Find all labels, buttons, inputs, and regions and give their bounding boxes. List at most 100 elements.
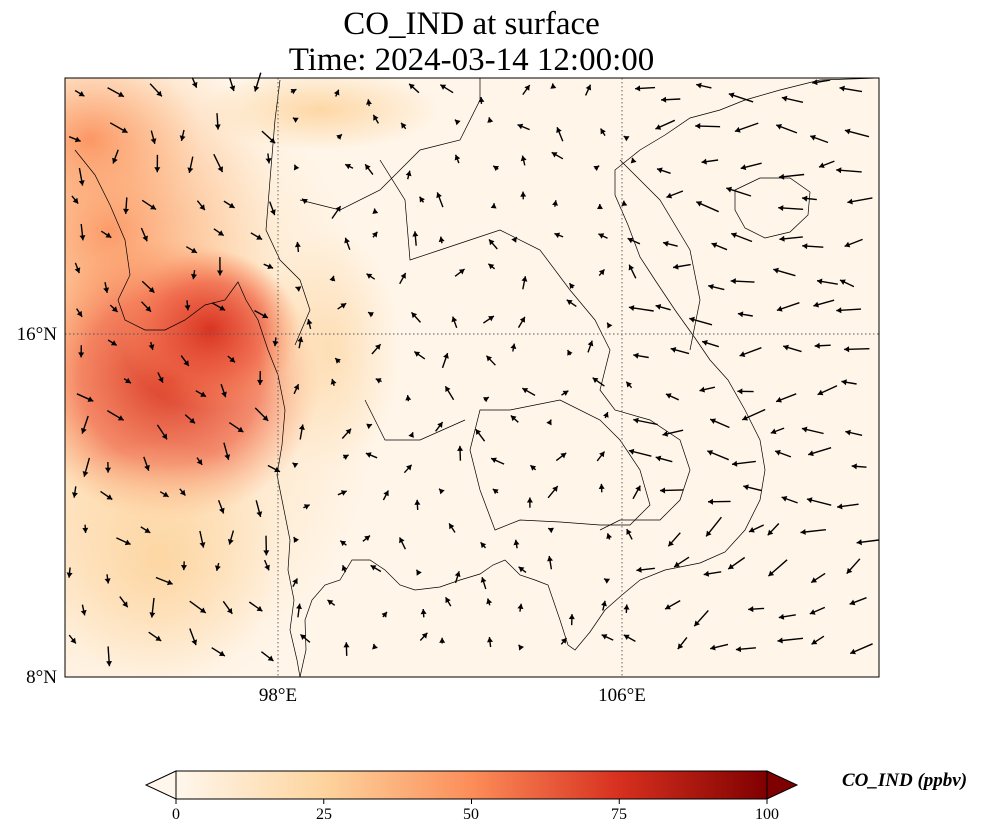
wind-arrow-head — [150, 204, 156, 210]
wind-arrow-head — [802, 195, 808, 202]
wind-arrow-head — [196, 459, 203, 465]
wind-arrow-head — [274, 466, 280, 473]
wind-arrow-head — [372, 208, 379, 214]
wind-arrow-head — [381, 611, 387, 618]
wind-arrow-head — [844, 241, 851, 248]
wind-arrow-head — [562, 390, 569, 396]
x-tick-label-98e: 98°E — [258, 685, 298, 706]
wind-arrow-head — [156, 90, 162, 97]
y-tick-label-8n: 8°N — [26, 667, 57, 688]
wind-arrow-head — [340, 303, 347, 309]
wind-arrow-head — [110, 340, 117, 346]
wind-arrow-head — [552, 486, 558, 492]
wind-arrow-head — [342, 454, 349, 460]
wind-arrow-head — [486, 598, 493, 605]
wind-arrow-head — [518, 644, 524, 651]
wind-arrow-head — [372, 231, 378, 238]
wind-arrow-head — [295, 286, 302, 292]
wind-arrow-head — [781, 496, 788, 502]
wind-arrow-head — [118, 91, 124, 97]
wind-arrow-head — [778, 613, 785, 620]
wind-arrow-head — [111, 306, 118, 312]
wind-arrow-head — [488, 263, 495, 270]
wind-arrow-head — [483, 397, 489, 403]
wind-arrow-head — [486, 355, 492, 362]
wind-arrow-head — [219, 305, 226, 311]
wind-arrow-head — [809, 609, 816, 615]
wind-arrow-head — [810, 134, 816, 141]
wind-arrow-head — [510, 343, 517, 350]
wind-arrow-head — [781, 95, 788, 102]
wind-arrow-head — [710, 644, 716, 651]
wind-arrow-head — [607, 322, 613, 329]
wind-arrow-head — [635, 485, 641, 492]
wind-arrow-head — [845, 429, 851, 436]
wind-arrow-head — [775, 449, 781, 456]
wind-arrow-head — [414, 351, 421, 357]
colorbar-extend-min — [144, 770, 177, 800]
wind-arrow-head — [167, 579, 173, 586]
wind-arrow-head — [739, 351, 746, 357]
wind-arrow-head — [668, 540, 674, 547]
wind-arrow-head — [812, 79, 818, 86]
wind-arrow-head — [489, 239, 495, 246]
wind-arrow-head — [217, 230, 224, 236]
wind-arrow-head — [191, 273, 197, 280]
wind-arrow-head — [292, 578, 298, 585]
wind-arrow-head — [660, 487, 666, 494]
wind-arrow-head — [228, 202, 235, 208]
wind-arrow-head — [343, 642, 350, 648]
wind-arrow-head — [732, 460, 738, 467]
wind-arrow-head — [604, 578, 610, 584]
wind-arrow-head — [701, 158, 707, 165]
wind-arrow-head — [439, 488, 445, 495]
wind-arrow-head — [520, 155, 527, 162]
wind-arrow-head — [183, 360, 189, 366]
wind-arrow-head — [191, 247, 197, 253]
wind-arrow-head — [144, 527, 151, 533]
wind-arrow-head — [808, 450, 814, 457]
wind-arrow-head — [78, 91, 85, 97]
wind-arrow-head — [817, 389, 824, 396]
wind-arrow-head — [814, 342, 820, 349]
wind-arrow-head — [777, 637, 783, 644]
wind-arrow-head — [522, 388, 529, 394]
wind-arrow-head — [199, 607, 206, 613]
wind-arrow-head — [445, 597, 451, 604]
wind-arrow-head — [837, 503, 843, 510]
wind-arrow-head — [623, 136, 630, 142]
wind-arrow-head — [106, 661, 112, 667]
wind-arrow-head — [401, 122, 407, 129]
wind-arrow-head — [454, 154, 461, 161]
wind-arrow-head — [623, 604, 630, 610]
wind-arrow-head — [840, 279, 846, 285]
wind-arrow-head — [366, 99, 372, 105]
wind-arrow-head — [297, 336, 304, 343]
wind-arrow-head — [269, 137, 276, 144]
wind-arrow-head — [548, 527, 554, 534]
wind-arrow-head — [237, 426, 244, 433]
wind-arrow-head — [694, 620, 700, 627]
wind-arrow-head — [636, 566, 642, 573]
wind-arrow-head — [844, 346, 850, 353]
colorbar-gradient — [176, 771, 767, 799]
wind-arrow-head — [145, 306, 151, 312]
wind-arrow-head — [184, 305, 191, 311]
wind-arrow-head — [148, 344, 155, 350]
wind-arrow-head — [561, 638, 567, 644]
wind-arrow-head — [513, 539, 520, 546]
wind-arrow-head — [66, 572, 73, 578]
wind-arrow-head — [256, 605, 263, 612]
colorbar — [144, 770, 799, 804]
wind-arrow-head — [293, 164, 300, 171]
wind-arrow-head — [265, 158, 272, 164]
wind-arrow-head — [819, 162, 825, 168]
wind-arrow-head — [806, 497, 813, 504]
wind-arrow-head — [421, 632, 428, 639]
wind-arrow-head — [730, 278, 736, 285]
wind-arrow-head — [76, 310, 83, 317]
wind-arrow-head — [836, 307, 842, 314]
wind-arrow-head — [365, 164, 371, 171]
wind-arrow-head — [253, 85, 260, 92]
wind-arrow-head — [768, 570, 775, 577]
